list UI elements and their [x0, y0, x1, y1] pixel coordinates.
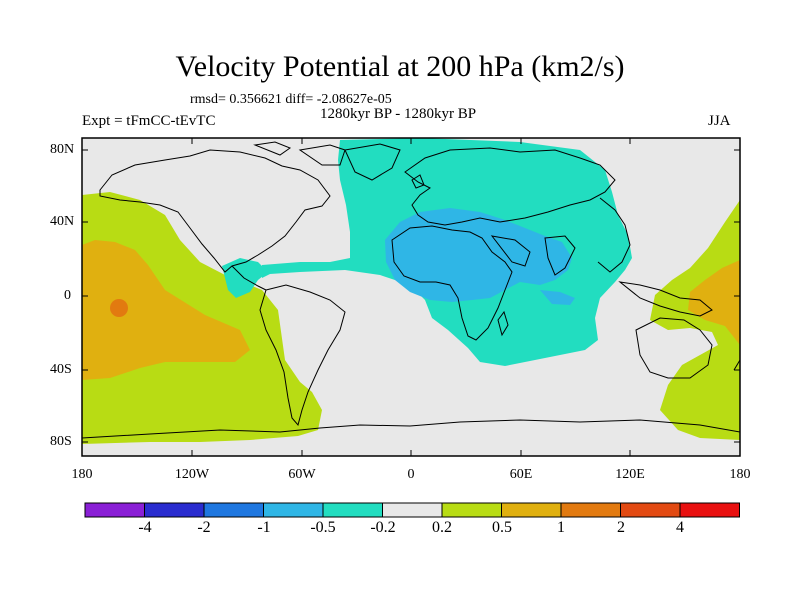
- colorbar-swatch: [382, 502, 443, 518]
- colorbar-label: 0.5: [492, 519, 512, 536]
- colorbar-swatch: [263, 502, 324, 518]
- x-tick-label: 180: [729, 467, 751, 482]
- colorbar-swatch: [144, 502, 205, 518]
- stats-text: rmsd= 0.356621 diff= -2.08627e-05: [190, 92, 392, 107]
- colorbar: [84, 502, 740, 518]
- season-label: JJA: [708, 113, 731, 129]
- coastlines: [82, 141, 740, 439]
- colorbar-label: 1: [557, 519, 565, 536]
- x-tick-label: 120W: [174, 467, 210, 482]
- colorbar-swatch: [501, 502, 562, 518]
- y-tick-label: 0: [64, 288, 71, 303]
- contour-pacific-red: [110, 299, 128, 317]
- x-tick-label: 60W: [288, 467, 316, 482]
- velocity-contours: [82, 138, 740, 444]
- colorbar-swatch: [679, 502, 740, 518]
- contour-pacific-orange: [82, 240, 250, 380]
- colorbar-label: 0.2: [432, 519, 452, 536]
- contour-east-green: [650, 200, 740, 440]
- x-tick-label: 120E: [615, 467, 645, 482]
- colorbar-swatch: [620, 502, 681, 518]
- y-tick-label: 80N: [50, 142, 75, 157]
- period-label: 1280kyr BP - 1280kyr BP: [320, 106, 477, 122]
- colorbar-label: -1: [257, 519, 271, 536]
- colorbar-label: -4: [138, 519, 152, 536]
- x-tick-label: 180: [71, 467, 93, 482]
- colorbar-label: -0.2: [370, 519, 396, 536]
- colorbar-label: 2: [617, 519, 625, 536]
- tick-marks: [82, 138, 740, 456]
- x-tick-label: 0: [407, 467, 415, 482]
- x-tick-label: 60E: [509, 467, 533, 482]
- contour-blue-core: [385, 208, 572, 302]
- colorbar-swatch: [322, 502, 383, 518]
- colorbar-swatch: [203, 502, 264, 518]
- colorbar-swatch: [441, 502, 502, 518]
- colorbar-label: -2: [197, 519, 211, 536]
- y-tick-label: 40S: [50, 362, 72, 377]
- colorbar-swatch: [560, 502, 621, 518]
- y-tick-label: 40N: [50, 214, 75, 229]
- contour-east-orange: [688, 260, 740, 345]
- map-title: Velocity Potential at 200 hPa (km2/s): [175, 50, 625, 83]
- colorbar-swatch: [84, 502, 145, 518]
- colorbar-label: 4: [676, 519, 684, 536]
- colorbar-label: -0.5: [310, 519, 336, 536]
- contour-blue-south: [540, 290, 575, 305]
- experiment-label: Expt = tFmCC-tEvTC: [82, 113, 216, 129]
- y-tick-label: 80S: [50, 434, 72, 449]
